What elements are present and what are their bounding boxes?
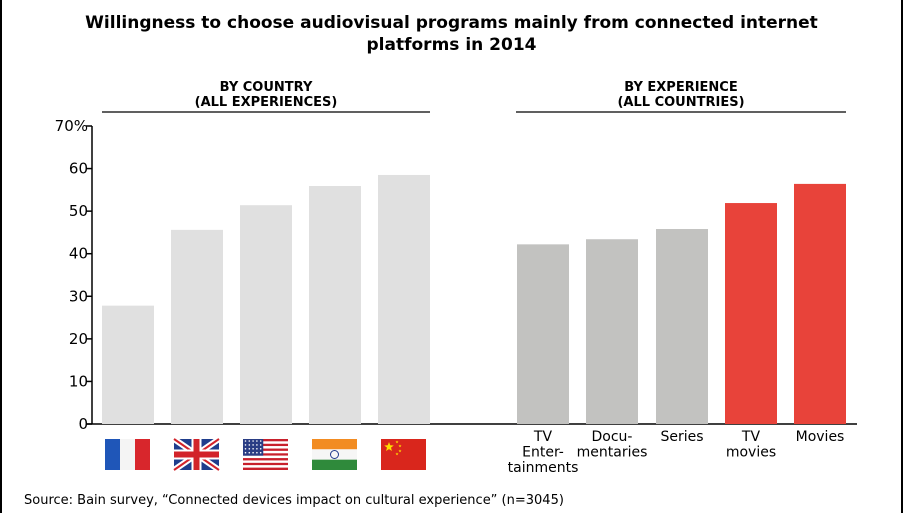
flag-star	[398, 449, 402, 453]
x-tick-label: TV	[533, 429, 553, 445]
flag-star	[395, 440, 399, 444]
flag-star	[248, 448, 251, 450]
y-tick-label: 10	[69, 372, 88, 390]
bar-india	[309, 186, 361, 424]
chart-title-line-2: platforms in 2014	[366, 35, 537, 55]
y-tick-label: 30	[69, 287, 88, 305]
y-tick-label: 0	[78, 415, 88, 433]
india-flag-icon	[312, 439, 357, 470]
y-tick-label: 40	[69, 245, 88, 263]
x-tick-label: TV	[741, 429, 761, 445]
flag-stripe	[243, 465, 288, 468]
flag-star	[248, 440, 251, 442]
bar-france	[102, 305, 154, 424]
flag-canton	[243, 439, 264, 456]
flag-star	[252, 451, 254, 454]
bar-experience-3	[656, 229, 708, 424]
flag-star	[259, 440, 262, 442]
x-tick-label: Docu-	[592, 429, 633, 445]
y-tick-label: 50	[69, 202, 88, 220]
flag-stripe	[243, 450, 288, 454]
source-note: Source: Bain survey, “Connected devices …	[24, 493, 564, 508]
flag-star	[248, 444, 251, 446]
country-panel-heading-line-2: (ALL EXPERIENCES)	[195, 95, 338, 110]
country-panel-heading-line-1: BY COUNTRY	[220, 80, 313, 95]
flag-stripe	[243, 439, 288, 442]
chart-title-line-1: Willingness to choose audiovisual progra…	[85, 13, 818, 33]
flag-star	[256, 440, 258, 442]
flag-cross-red	[193, 439, 200, 470]
flag-star	[398, 444, 402, 448]
flag-star	[259, 444, 262, 446]
x-tick-label: mentaries	[577, 445, 648, 461]
flag-chakra	[330, 450, 339, 459]
y-tick-label: 70%	[55, 117, 88, 135]
flag-star	[244, 444, 247, 446]
flag-star	[252, 440, 254, 442]
flag-stripe	[243, 441, 288, 444]
flag-stripe	[243, 448, 288, 451]
flag-stripe	[243, 453, 288, 456]
flag-star	[256, 444, 258, 446]
bar-experience-4	[725, 203, 777, 424]
x-tick-label: Series	[660, 429, 703, 445]
bar-experience-1	[517, 244, 569, 424]
flag-stripe	[312, 459, 357, 470]
flag-stripe	[135, 439, 150, 470]
flag-star	[384, 442, 394, 452]
flag-star	[395, 452, 399, 456]
flag-star	[256, 451, 258, 454]
flag-star	[244, 448, 247, 450]
flag-stripe	[312, 439, 357, 450]
flag-star	[252, 448, 254, 450]
flag-stripe	[243, 462, 288, 466]
x-tick-label: tainments	[508, 460, 579, 476]
flag-stripe	[243, 443, 288, 447]
flag-field	[381, 439, 426, 470]
flag-star	[252, 444, 254, 446]
bar-experience-2	[586, 239, 638, 424]
flag-stripe	[243, 455, 288, 459]
uk-flag-icon	[172, 436, 221, 473]
flag-stripe	[312, 449, 357, 460]
flag-stripe	[120, 439, 135, 470]
flag-star	[244, 440, 247, 442]
flag-star	[248, 451, 251, 454]
flag-star	[259, 448, 262, 450]
flag-stripe	[243, 446, 288, 449]
flag-star	[244, 451, 247, 454]
x-tick-label: movies	[726, 445, 776, 461]
flag-stripe	[243, 460, 288, 463]
france-flag-icon	[105, 439, 150, 470]
y-tick-label: 20	[69, 330, 88, 348]
experience-panel-heading-line-2: (ALL COUNTRIES)	[617, 95, 744, 110]
y-tick-label: 60	[69, 160, 88, 178]
experience-panel-heading-line-1: BY EXPERIENCE	[624, 80, 737, 95]
flag-stripe	[243, 458, 288, 461]
flag-stripe	[243, 467, 288, 470]
bar-united-states	[240, 205, 292, 424]
flag-star	[259, 451, 262, 454]
x-tick-label: Movies	[796, 429, 845, 445]
bar-united-kingdom	[171, 229, 223, 424]
flag-stripe	[105, 439, 120, 470]
usa-flag-icon	[243, 439, 288, 470]
flag-star	[256, 448, 258, 450]
bar-china	[378, 174, 430, 424]
chart-title: Willingness to choose audiovisual progra…	[0, 12, 903, 56]
bar-experience-5	[794, 183, 846, 424]
china-flag-icon	[381, 439, 426, 470]
x-tick-label: Enter-	[522, 445, 564, 461]
